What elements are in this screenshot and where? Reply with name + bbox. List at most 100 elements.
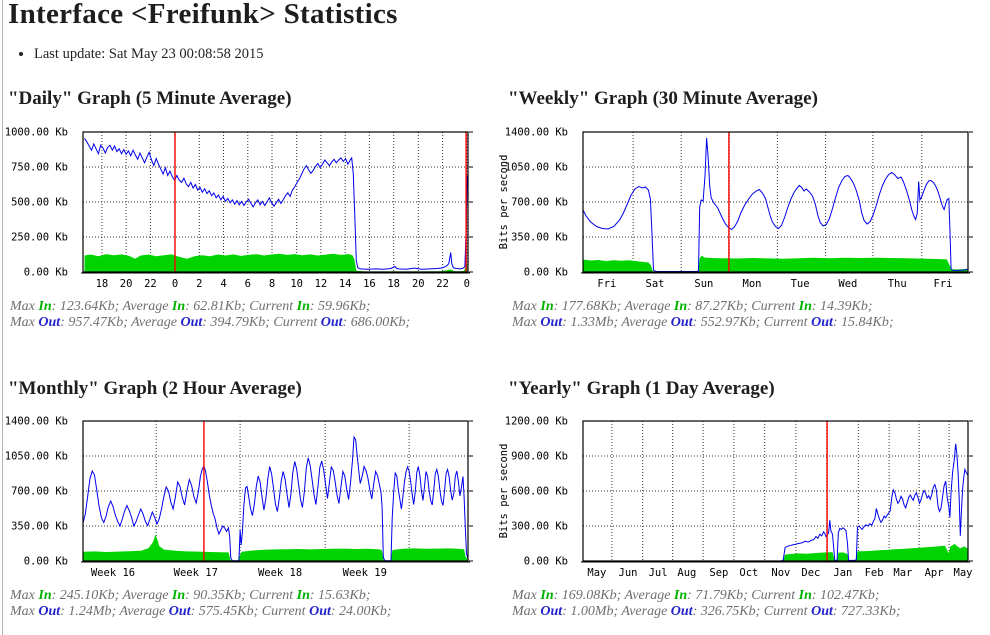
svg-text:18: 18 [96, 278, 109, 290]
svg-text:1050.00 Kb: 1050.00 Kb [5, 451, 68, 463]
y-axis-labels: 0.00 Kb 300.00 Kb 600.00 Kb 900.00 Kb 1200.0… [505, 416, 568, 568]
stat-in-word: In [38, 588, 52, 603]
grid-lines [83, 132, 468, 272]
svg-text:0.00 Kb: 0.00 Kb [24, 267, 68, 279]
svg-text:20: 20 [120, 278, 133, 290]
svg-text:Week 18: Week 18 [258, 567, 302, 579]
stat-out-word: Out [38, 314, 61, 330]
stat-out-word: Out [540, 603, 563, 619]
stat-in-word: In [673, 299, 688, 314]
page-title: Interface <Freifunk> Statistics [8, 0, 398, 30]
svg-text:Sep: Sep [709, 567, 728, 579]
update-list: Last update: Sat May 23 00:08:58 2015 [14, 46, 264, 63]
daily-chart-svg: 0.00 Kb 250.00 Kb 500.00 Kb 750.00 Kb 1000.0… [5, 127, 473, 290]
svg-text:18: 18 [387, 278, 400, 290]
svg-text:Wed: Wed [838, 278, 857, 290]
svg-text:4: 4 [220, 278, 226, 290]
weekly-stats: Max In: 177.68Kb; Average In: 87.27Kb; C… [512, 299, 894, 330]
svg-text:0.00 Kb: 0.00 Kb [24, 556, 68, 568]
svg-text:350.00 Kb: 350.00 Kb [11, 521, 68, 533]
daily-graph-image: 0.00 Kb 250.00 Kb 500.00 Kb 750.00 Kb 1000.0… [0, 122, 478, 303]
right-axis-ticks [469, 420, 473, 562]
svg-text:Aug: Aug [677, 567, 696, 579]
series-out-line [582, 137, 969, 272]
right-axis-ticks [969, 420, 973, 562]
svg-text:Jun: Jun [619, 567, 638, 579]
svg-text:Mar: Mar [893, 567, 912, 579]
stat-out-word: Out [38, 603, 61, 619]
stat-in-word: In [540, 588, 554, 603]
svg-text:1400.00 Kb: 1400.00 Kb [505, 127, 568, 139]
right-axis-ticks [969, 131, 973, 273]
stat-in-word: In [296, 299, 310, 314]
svg-text:750.00 Kb: 750.00 Kb [11, 162, 68, 174]
x-axis-labels: Fri Sat Sun Mon Tue Wed Thu Fri [597, 278, 952, 290]
monthly-graph-image: 0.00 Kb 350.00 Kb 700.00 Kb 1050.00 Kb 1400.… [0, 411, 478, 592]
svg-text:Week 17: Week 17 [174, 567, 218, 579]
grid-lines [83, 421, 468, 561]
svg-text:1400.00 Kb: 1400.00 Kb [5, 416, 68, 428]
series-in-area [83, 534, 468, 561]
svg-text:Jan: Jan [833, 567, 852, 579]
yearly-graph-image: 0.00 Kb 300.00 Kb 600.00 Kb 900.00 Kb 1200.0… [495, 411, 978, 592]
svg-text:700.00 Kb: 700.00 Kb [511, 197, 568, 209]
svg-text:900.00 Kb: 900.00 Kb [511, 451, 568, 463]
svg-text:22: 22 [144, 278, 157, 290]
svg-text:10: 10 [290, 278, 303, 290]
yearly-graph-heading: "Yearly" Graph (1 Day Average) [508, 378, 775, 399]
stat-in-word: In [673, 588, 688, 603]
svg-text:Jul: Jul [649, 567, 668, 579]
stat-out-word: Out [168, 603, 191, 619]
grid-lines [583, 421, 968, 561]
svg-text:May: May [954, 567, 973, 579]
svg-text:Apr: Apr [925, 567, 944, 579]
svg-text:Nov: Nov [771, 567, 790, 579]
svg-text:0.00 Kb: 0.00 Kb [524, 267, 568, 279]
svg-text:12: 12 [315, 278, 328, 290]
stat-in-word: In [38, 299, 52, 314]
series-in-area [583, 255, 968, 272]
stat-in-word: In [171, 299, 186, 314]
stat-out-word: Out [540, 314, 563, 330]
series-out-line [781, 443, 969, 562]
x-axis-labels: 18 20 22 0 2 4 6 8 10 12 14 16 18 20 22 0 [96, 278, 470, 290]
stat-in-word: In [798, 588, 812, 603]
y-axis-title: Bits per second [498, 155, 510, 250]
svg-text:6: 6 [245, 278, 251, 290]
y-axis-title: Bits per second [498, 444, 510, 539]
stat-in-word: In [171, 588, 186, 603]
monthly-stats: Max In: 245.10Kb; Average In: 90.35Kb; C… [10, 588, 392, 619]
svg-text:600.00 Kb: 600.00 Kb [511, 486, 568, 498]
yearly-chart-svg: 0.00 Kb 300.00 Kb 600.00 Kb 900.00 Kb 1200.0… [498, 416, 973, 579]
weekly-graph-image: 0.00 Kb 350.00 Kb 700.00 Kb 1050.00 Kb 1400.… [495, 122, 978, 303]
svg-text:Tue: Tue [791, 278, 810, 290]
x-axis-labels: Week 16 Week 17 Week 18 Week 19 [91, 567, 387, 579]
svg-text:Sun: Sun [694, 278, 713, 290]
series-out-line [82, 435, 469, 562]
daily-stats: Max In: 123.64Kb; Average In: 62.81Kb; C… [10, 299, 411, 330]
svg-text:Dec: Dec [801, 567, 820, 579]
svg-text:20: 20 [412, 278, 425, 290]
stat-in-word: In [798, 299, 812, 314]
svg-text:8: 8 [269, 278, 275, 290]
svg-text:250.00 Kb: 250.00 Kb [11, 232, 68, 244]
svg-text:300.00 Kb: 300.00 Kb [511, 521, 568, 533]
svg-text:0.00 Kb: 0.00 Kb [524, 556, 568, 568]
plot-frame [82, 420, 469, 562]
series-in-area [781, 543, 968, 561]
plot-frame [82, 131, 469, 273]
svg-text:14: 14 [339, 278, 352, 290]
daily-graph-heading: "Daily" Graph (5 Minute Average) [8, 88, 292, 109]
last-update-text: Last update: Sat May 23 00:08:58 2015 [34, 46, 264, 62]
svg-text:0: 0 [464, 278, 470, 290]
svg-text:Fri: Fri [934, 278, 953, 290]
series-out-line [84, 138, 468, 270]
svg-text:Week 16: Week 16 [91, 567, 135, 579]
svg-text:350.00 Kb: 350.00 Kb [511, 232, 568, 244]
svg-text:Oct: Oct [739, 567, 758, 579]
svg-text:Fri: Fri [597, 278, 616, 290]
stat-out-word: Out [670, 314, 693, 330]
plot-frame [582, 131, 969, 273]
svg-text:22: 22 [436, 278, 449, 290]
y-axis-labels: 0.00 Kb 250.00 Kb 500.00 Kb 750.00 Kb 1000.0… [5, 127, 68, 279]
